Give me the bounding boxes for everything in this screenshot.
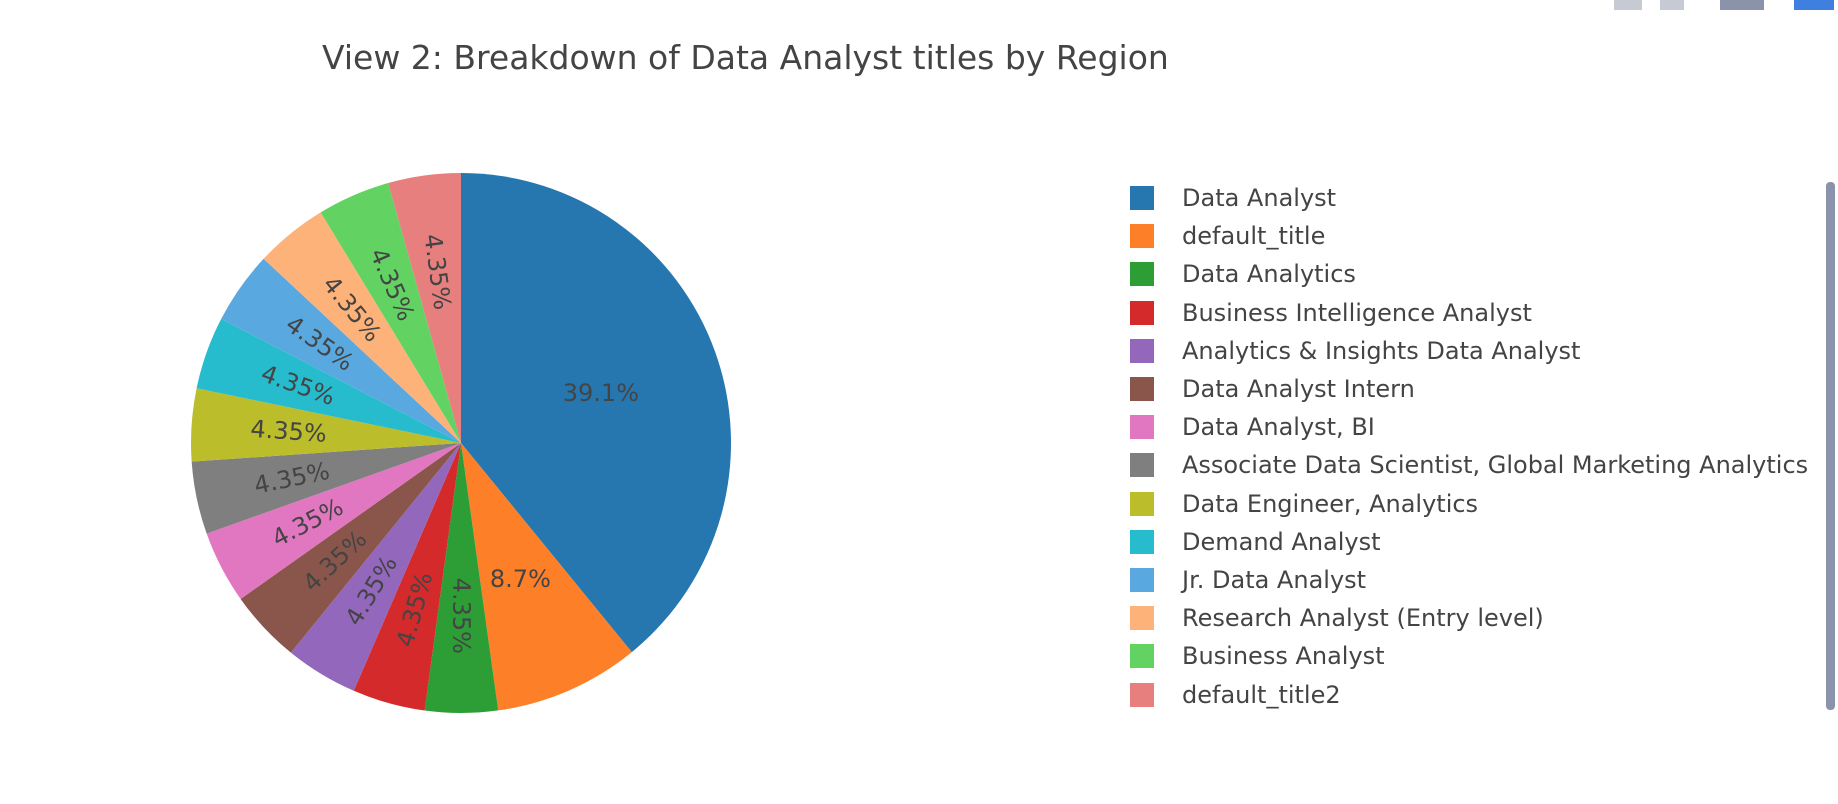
pie-slice[interactable]: [206, 443, 461, 599]
legend-swatch: [1130, 529, 1154, 554]
legend-swatch: [1130, 644, 1154, 669]
legend-label: Data Analytics: [1182, 260, 1356, 289]
legend-label: Data Analyst: [1182, 184, 1337, 212]
legend-item[interactable]: Research Analyst (Entry level): [1130, 603, 1544, 633]
camera-icon[interactable]: [1614, 0, 1642, 10]
legend-swatch: [1130, 606, 1154, 631]
slice-percent-label: 4.35%: [447, 578, 475, 654]
legend-label: default_title2: [1182, 680, 1341, 709]
legend-label: Data Engineer, Analytics: [1182, 489, 1479, 518]
legend-label: Business Intelligence Analyst: [1182, 298, 1532, 327]
slice-percent-label: 8.7%: [490, 565, 551, 593]
legend-swatch: [1130, 224, 1154, 249]
legend-swatch: [1130, 682, 1154, 707]
legend-swatch: [1130, 568, 1154, 592]
pie-slice[interactable]: [461, 173, 731, 653]
legend-item[interactable]: Demand Analyst: [1130, 527, 1381, 557]
slice-percent-label: 39.1%: [563, 379, 639, 407]
legend-swatch: [1130, 338, 1154, 363]
pie-slice[interactable]: [191, 388, 461, 462]
legend-item[interactable]: default_title2: [1130, 680, 1341, 710]
save-icon[interactable]: [1660, 0, 1684, 10]
legend-item[interactable]: Data Analyst: [1130, 183, 1336, 213]
pie-slice[interactable]: [263, 212, 461, 443]
pie-slice[interactable]: [240, 443, 461, 653]
chart-toolbar[interactable]: [1600, 0, 1838, 14]
legend-swatch: [1130, 491, 1154, 516]
legend-label: Associate Data Scientist, Global Marketi…: [1182, 451, 1809, 480]
legend-label: Demand Analyst: [1182, 527, 1381, 556]
legend-label: Analytics & Insights Data Analyst: [1182, 336, 1581, 365]
legend-item[interactable]: Associate Data Scientist, Global Marketi…: [1130, 450, 1808, 480]
pie-slice[interactable]: [320, 183, 461, 443]
legend-label: Data Analyst Intern: [1182, 375, 1415, 403]
legend-item[interactable]: Business Intelligence Analyst: [1130, 298, 1532, 328]
legend-swatch: [1130, 262, 1154, 287]
legend-swatch: [1130, 300, 1154, 325]
legend-item[interactable]: Data Analytics: [1130, 259, 1356, 289]
pie-slice[interactable]: [353, 443, 461, 711]
pie-slice[interactable]: [461, 443, 632, 711]
legend-label: Data Analyst, BI: [1182, 413, 1375, 442]
pie-slice[interactable]: [191, 443, 461, 534]
legend-swatch: [1130, 186, 1154, 210]
pie-slice[interactable]: [388, 173, 461, 443]
legend-item[interactable]: Jr. Data Analyst: [1130, 565, 1366, 595]
legend-item[interactable]: default_title: [1130, 221, 1325, 251]
legend-item[interactable]: Data Analyst Intern: [1130, 374, 1415, 404]
plotly-logo-icon: [1794, 0, 1834, 10]
legend-swatch: [1130, 415, 1154, 440]
legend-item[interactable]: Analytics & Insights Data Analyst: [1130, 336, 1580, 366]
legend-scrollbar[interactable]: [1826, 182, 1835, 710]
slice-percent-label: 4.35%: [250, 415, 328, 448]
legend-label: default_title: [1182, 222, 1326, 251]
pie-slice[interactable]: [290, 443, 461, 691]
legend-label: Business Analyst: [1182, 642, 1385, 671]
legend-label: Jr. Data Analyst: [1182, 566, 1367, 594]
legend-item[interactable]: Business Analyst: [1130, 641, 1385, 671]
chart-title: View 2: Breakdown of Data Analyst titles…: [322, 38, 1169, 77]
legend-swatch: [1130, 453, 1154, 478]
legend-swatch: [1130, 377, 1154, 401]
zoom-icon[interactable]: [1720, 0, 1764, 10]
legend-label: Research Analyst (Entry level): [1182, 604, 1544, 633]
legend-item[interactable]: Data Engineer, Analytics: [1130, 489, 1478, 519]
pie-slice[interactable]: [424, 443, 499, 713]
pie-slice[interactable]: [221, 258, 461, 443]
legend-item[interactable]: Data Analyst, BI: [1130, 412, 1375, 442]
pie-slice[interactable]: [196, 318, 461, 443]
